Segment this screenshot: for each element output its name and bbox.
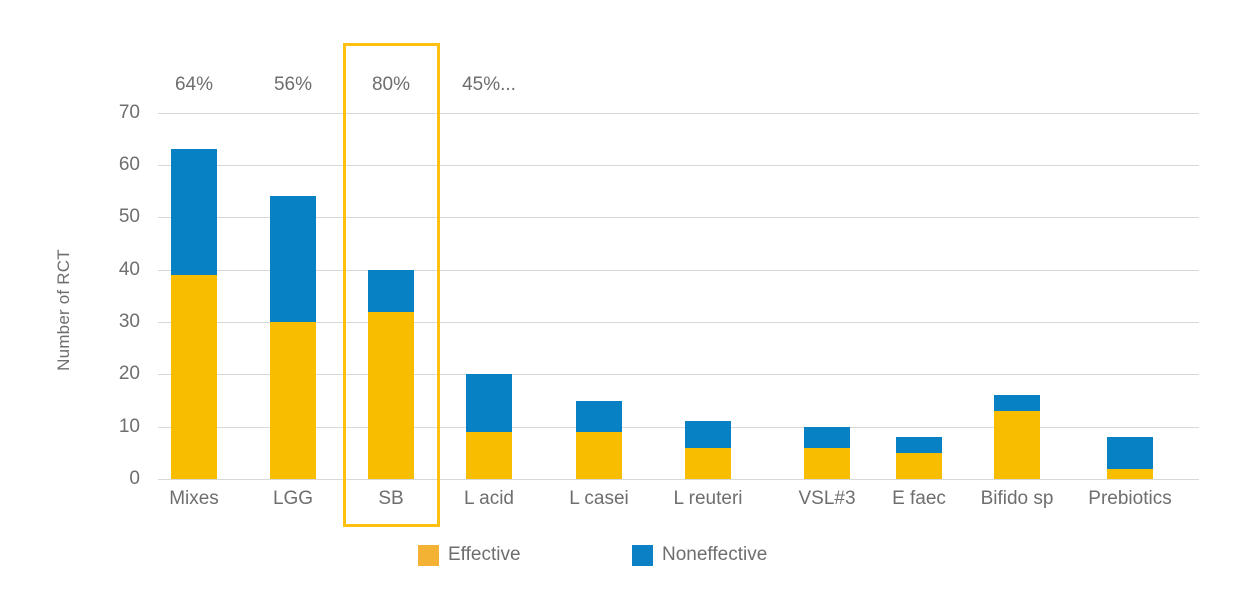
bar-segment-effective-prebiotics <box>1107 469 1153 479</box>
x-tick-label-bifido-sp: Bifido sp <box>980 488 1054 509</box>
percent-annotation-lgg: 56% <box>273 74 313 95</box>
bar-segment-effective-l-casei <box>576 432 622 479</box>
x-tick-label-prebiotics: Prebiotics <box>1088 488 1172 509</box>
bar-segment-noneffective-prebiotics <box>1107 437 1153 469</box>
y-axis-title: Number of RCT <box>54 249 73 371</box>
bar-segment-noneffective-l-casei <box>576 401 622 432</box>
bar-segment-noneffective-bifido-sp <box>994 395 1040 411</box>
legend-label-effective: Effective <box>448 544 521 565</box>
bar-segment-effective-l-reuteri <box>685 448 731 479</box>
legend-item-noneffective: Noneffective <box>632 543 767 567</box>
bar-segment-effective-l-acid <box>466 432 512 479</box>
bar-segment-noneffective-lgg <box>270 196 316 322</box>
legend-swatch-noneffective <box>632 544 653 566</box>
percent-annotation-mixes: 64% <box>174 74 214 95</box>
x-tick-label-lgg: LGG <box>272 488 314 509</box>
bar-segment-noneffective-vsl-3 <box>804 427 850 448</box>
y-tick-label-50: 50 <box>118 206 140 227</box>
bar-segment-noneffective-e-faec <box>896 437 942 453</box>
bar-segment-effective-mixes <box>171 275 217 479</box>
legend-item-effective: Effective <box>418 543 521 567</box>
x-tick-label-e-faec: E faec <box>892 488 946 509</box>
y-tick-label-40: 40 <box>118 259 140 280</box>
legend-swatch-effective <box>418 544 439 566</box>
y-tick-label-30: 30 <box>118 311 140 332</box>
gridline-20 <box>158 374 1199 375</box>
x-tick-label-vsl-3: VSL#3 <box>798 488 856 509</box>
percent-annotation-l-acid: 45%... <box>462 74 516 95</box>
gridline-0 <box>158 479 1199 480</box>
gridline-10 <box>158 427 1199 428</box>
x-tick-label-l-acid: L acid <box>464 488 514 509</box>
bar-segment-effective-bifido-sp <box>994 411 1040 479</box>
bar-segment-effective-sb <box>368 312 414 479</box>
bar-segment-noneffective-l-acid <box>466 374 512 432</box>
percent-annotation-sb: 80% <box>371 74 411 95</box>
y-tick-label-70: 70 <box>118 102 140 123</box>
gridline-30 <box>158 322 1199 323</box>
gridline-40 <box>158 270 1199 271</box>
bar-segment-noneffective-mixes <box>171 149 217 275</box>
gridline-50 <box>158 217 1199 218</box>
y-tick-label-0: 0 <box>129 468 140 489</box>
bar-segment-effective-vsl-3 <box>804 448 850 479</box>
x-tick-label-l-reuteri: L reuteri <box>673 488 743 509</box>
legend-label-noneffective: Noneffective <box>662 544 768 565</box>
y-tick-label-10: 10 <box>118 416 140 437</box>
highlight-box-sb <box>343 43 440 527</box>
gridline-70 <box>158 113 1199 114</box>
bar-segment-effective-lgg <box>270 322 316 479</box>
y-tick-label-20: 20 <box>118 363 140 384</box>
bar-segment-noneffective-l-reuteri <box>685 421 731 448</box>
x-tick-label-sb: SB <box>378 488 404 509</box>
gridline-60 <box>158 165 1199 166</box>
x-tick-label-mixes: Mixes <box>169 488 219 509</box>
y-tick-label-60: 60 <box>118 154 140 175</box>
x-tick-label-l-casei: L casei <box>569 488 629 509</box>
bar-segment-effective-e-faec <box>896 453 942 479</box>
bar-segment-noneffective-sb <box>368 270 414 312</box>
